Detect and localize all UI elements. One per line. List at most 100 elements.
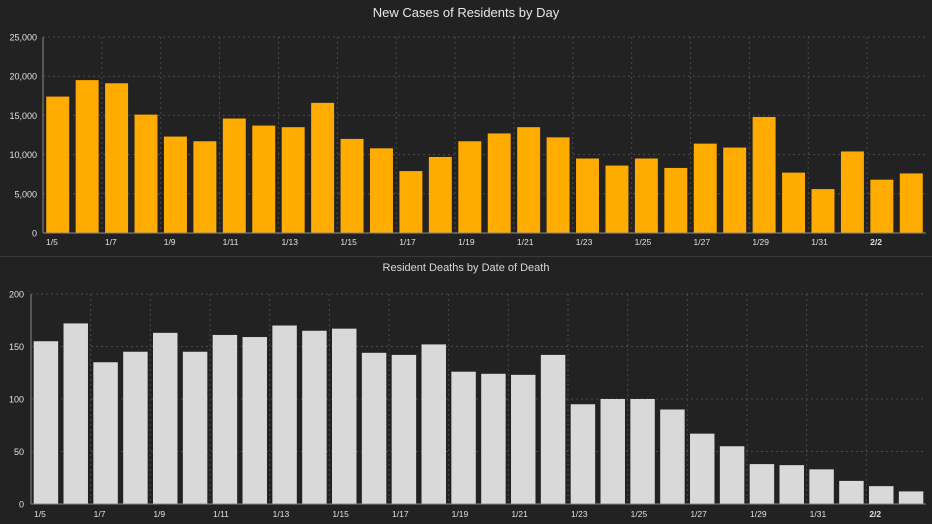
deaths-y-tick-label: 200: [9, 290, 24, 300]
cases-x-tick-label: 1/15: [340, 237, 357, 247]
cases-bar-1-14[interactable]: [311, 102, 335, 233]
deaths-bar-1-8[interactable]: [123, 351, 148, 504]
deaths-bar-1-16[interactable]: [361, 352, 387, 504]
cases-bar-1-24[interactable]: [605, 165, 629, 233]
deaths-x-tick-label: 1/21: [511, 509, 528, 519]
deaths-x-tick-label: 1/13: [273, 509, 290, 519]
cases-bar-1-21[interactable]: [517, 127, 541, 233]
deaths-bar-2-1[interactable]: [839, 480, 864, 504]
cases-y-tick-label: 5,000: [14, 189, 37, 199]
deaths-bar-1-19[interactable]: [451, 371, 476, 504]
deaths-bar-1-20[interactable]: [481, 373, 506, 504]
deaths-bar-1-31[interactable]: [809, 469, 834, 504]
deaths-bar-1-30[interactable]: [779, 465, 804, 504]
cases-x-tick-label: 1/29: [752, 237, 769, 247]
deaths-bar-1-25[interactable]: [630, 399, 655, 504]
deaths-bar-1-18[interactable]: [421, 344, 446, 504]
deaths-bar-1-12[interactable]: [242, 337, 267, 504]
cases-bar-1-22[interactable]: [546, 137, 570, 233]
cases-x-tick-label: 1/31: [811, 237, 828, 247]
new-cases-chart: 0 5,000 10,000 15,000 20,000 25,000 1/5 1/7 1/9 1…: [9, 33, 926, 247]
cases-bar-2-2[interactable]: [870, 179, 894, 233]
deaths-y-tick-label: 50: [14, 447, 24, 457]
deaths-bar-1-17[interactable]: [391, 354, 417, 504]
cases-bar-2-3[interactable]: [899, 173, 923, 233]
deaths-y-tick-label: 100: [9, 395, 24, 405]
deaths-bar-1-29[interactable]: [749, 464, 775, 504]
deaths-x-tick-label: 1/15: [332, 509, 349, 519]
cases-x-tick-label: 1/9: [164, 237, 176, 247]
cases-bar-1-28[interactable]: [723, 147, 747, 233]
deaths-x-tick-label: 1/7: [94, 509, 106, 519]
cases-x-tick-label: 1/11: [223, 237, 239, 247]
deaths-bar-1-15[interactable]: [332, 328, 357, 504]
deaths-x-tick-label: 1/9: [153, 509, 165, 519]
deaths-bar-1-22[interactable]: [540, 354, 566, 504]
deaths-bar-1-9[interactable]: [153, 332, 178, 504]
cases-bar-1-9[interactable]: [163, 136, 187, 233]
cases-x-tick-label: 1/23: [576, 237, 593, 247]
cases-bar-1-11[interactable]: [222, 118, 246, 233]
deaths-x-tick-label: 1/23: [571, 509, 588, 519]
deaths-bar-1-23[interactable]: [570, 404, 596, 504]
deaths-bar-1-26[interactable]: [660, 409, 685, 505]
deaths-bar-1-13[interactable]: [272, 325, 297, 505]
cases-bar-1-30[interactable]: [782, 172, 806, 233]
deaths-bar-1-21[interactable]: [511, 374, 536, 504]
cases-bar-1-26[interactable]: [664, 167, 688, 233]
deaths-x-tick-label: 1/25: [631, 509, 648, 519]
cases-bar-1-20[interactable]: [487, 133, 511, 233]
cases-x-tick-label: 1/7: [105, 237, 117, 247]
new-cases-panel: 0 5,000 10,000 15,000 20,000 25,000 1/5 1/7 1/9 1…: [0, 0, 932, 256]
deaths-bar-1-27[interactable]: [690, 433, 715, 504]
resident-deaths-panel: 0 50 100 150 200 1/5 1/7 1/9 1/11 1/13 1/15 1/17 1/1…: [0, 256, 932, 524]
cases-x-tick-label: 1/25: [635, 237, 652, 247]
deaths-x-tick-label: 1/5: [34, 509, 46, 519]
cases-bar-1-8[interactable]: [134, 114, 158, 233]
cases-bar-1-17[interactable]: [399, 171, 423, 233]
deaths-bar-1-11[interactable]: [212, 334, 238, 504]
cases-bar-1-16[interactable]: [370, 148, 393, 233]
cases-y-tick-label: 10,000: [9, 150, 37, 160]
cases-bar-1-6[interactable]: [75, 80, 99, 234]
deaths-bar-2-2[interactable]: [869, 486, 894, 504]
cases-bar-1-18[interactable]: [428, 156, 452, 233]
cases-bar-1-7[interactable]: [105, 83, 129, 233]
deaths-y-tick-label: 0: [19, 500, 24, 510]
deaths-x-tick-label: 2/2: [869, 509, 881, 519]
cases-bar-1-19[interactable]: [458, 141, 482, 233]
deaths-bar-1-5[interactable]: [33, 341, 59, 504]
cases-x-tick-label: 1/21: [517, 237, 534, 247]
cases-bar-1-29[interactable]: [752, 116, 776, 233]
deaths-x-tick-label: 1/31: [810, 509, 827, 519]
cases-x-tick-label: 1/5: [46, 237, 58, 247]
cases-bar-1-27[interactable]: [693, 143, 717, 233]
deaths-bar-1-10[interactable]: [182, 351, 208, 504]
deaths-bar-1-24[interactable]: [600, 399, 625, 504]
new-cases-chart-title: New Cases of Residents by Day: [372, 5, 560, 20]
cases-bar-1-10[interactable]: [193, 141, 217, 233]
resident-deaths-chart-title: Resident Deaths by Date of Death: [382, 262, 550, 274]
deaths-x-tick-label: 1/19: [452, 509, 469, 519]
deaths-x-tick-label: 1/29: [750, 509, 767, 519]
cases-x-tick-label: 2/2: [870, 237, 882, 247]
deaths-bar-1-7[interactable]: [93, 362, 118, 504]
cases-x-tick-label: 1/13: [281, 237, 298, 247]
cases-bar-1-15[interactable]: [340, 138, 364, 233]
deaths-y-tick-label: 150: [9, 342, 24, 352]
cases-y-tick-label: 0: [32, 229, 37, 239]
deaths-bar-1-6[interactable]: [63, 323, 88, 504]
cases-bar-1-5[interactable]: [46, 96, 70, 233]
cases-bar-1-31[interactable]: [811, 189, 835, 233]
cases-bar-1-12[interactable]: [252, 125, 276, 233]
cases-bar-1-23[interactable]: [576, 158, 599, 233]
deaths-bar-1-14[interactable]: [302, 330, 327, 504]
cases-bar-1-25[interactable]: [634, 158, 658, 233]
resident-deaths-chart: 0 50 100 150 200 1/5 1/7 1/9 1/11 1/13 1/15 1/17 1/1…: [9, 290, 926, 519]
deaths-bar-2-3[interactable]: [898, 491, 924, 504]
cases-x-tick-label: 1/27: [694, 237, 711, 247]
cases-bar-1-13[interactable]: [281, 127, 305, 233]
deaths-bar-1-28[interactable]: [719, 446, 745, 504]
cases-bar-2-1[interactable]: [840, 151, 864, 233]
